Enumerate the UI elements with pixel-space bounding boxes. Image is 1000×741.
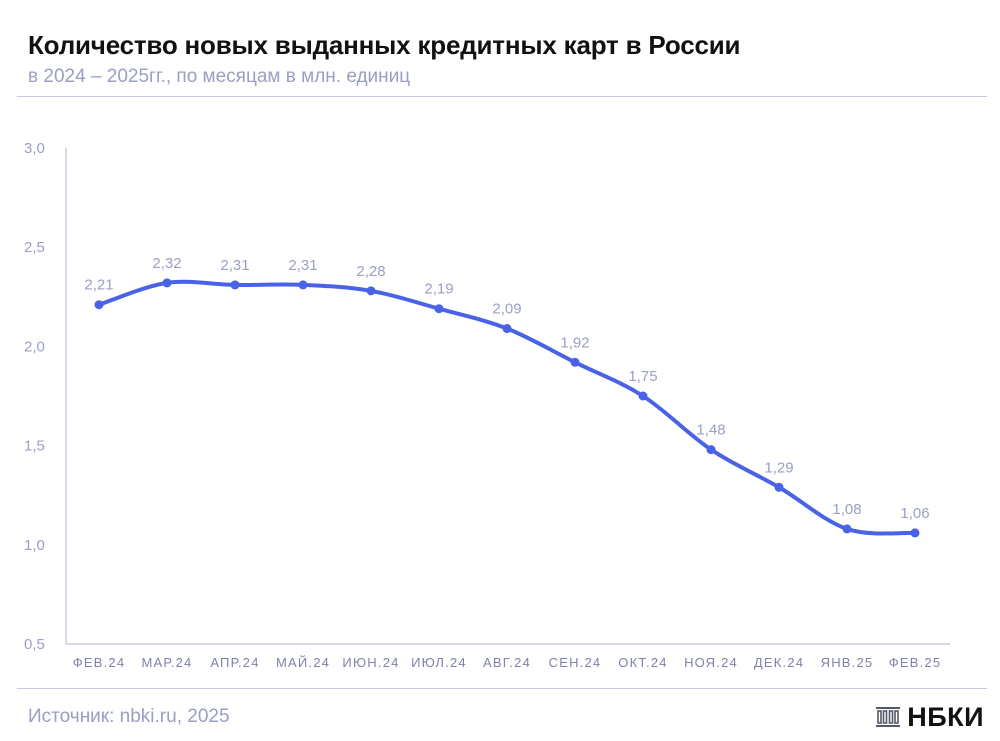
bank-building-icon [876, 707, 901, 727]
data-label: 1,08 [832, 501, 861, 518]
x-tick-label: АПР.24 [210, 655, 259, 670]
y-tick-label: 1,0 [24, 537, 45, 554]
data-point [910, 528, 920, 538]
x-tick-label: ФЕВ.24 [73, 655, 126, 670]
data-label: 1,29 [764, 459, 793, 476]
data-label: 1,48 [696, 422, 725, 439]
logo-text: НБКИ [907, 701, 984, 732]
data-label: 2,19 [424, 281, 453, 298]
data-point [638, 391, 648, 401]
x-tick-label: СЕН.24 [549, 655, 602, 670]
y-tick-label: 2,5 [24, 239, 45, 256]
data-point [706, 445, 716, 455]
data-point [230, 280, 240, 290]
data-point [162, 278, 172, 288]
data-label: 2,31 [288, 257, 317, 274]
data-point [842, 524, 852, 534]
chart-subtitle: в 2024 – 2025гг., по месяцам в млн. един… [28, 66, 411, 87]
x-tick-label: МАР.24 [142, 655, 193, 670]
x-tick-label: ИЮН.24 [342, 655, 399, 670]
data-point [502, 324, 512, 334]
data-point [434, 304, 444, 314]
data-label: 1,06 [900, 505, 929, 522]
data-point [298, 280, 308, 290]
header-divider [17, 96, 987, 97]
x-tick-label: ФЕВ.25 [889, 655, 942, 670]
x-tick-label: АВГ.24 [483, 655, 531, 670]
data-point [570, 357, 580, 367]
chart-title: Количество новых выданных кредитных карт… [28, 30, 741, 60]
x-tick-label: НОЯ.24 [684, 655, 738, 670]
data-label: 2,21 [84, 277, 113, 294]
series-line [97, 279, 917, 536]
data-point [366, 286, 376, 296]
x-tick-label: МАЙ.24 [276, 655, 330, 670]
source-note: Источник: nbki.ru, 2025 [28, 706, 230, 727]
y-tick-label: 3,0 [24, 140, 45, 157]
data-label: 2,28 [356, 263, 385, 280]
x-tick-label: ИЮЛ.24 [411, 655, 467, 670]
x-tick-label: ОКТ.24 [618, 655, 667, 670]
nbki-logo: НБКИ [875, 700, 984, 734]
x-tick-label: ЯНВ.25 [821, 655, 874, 670]
data-label: 1,92 [560, 334, 589, 351]
data-label: 2,09 [492, 301, 521, 318]
data-point [94, 300, 104, 310]
y-tick-label: 0,5 [24, 636, 45, 653]
data-label: 1,75 [628, 368, 657, 385]
footer-divider [17, 688, 987, 689]
y-tick-label: 1,5 [24, 438, 45, 455]
data-point [774, 482, 784, 492]
data-label: 2,32 [152, 255, 181, 272]
data-label: 2,31 [220, 257, 249, 274]
x-tick-label: ДЕК.24 [754, 655, 804, 670]
y-tick-label: 2,0 [24, 338, 45, 355]
